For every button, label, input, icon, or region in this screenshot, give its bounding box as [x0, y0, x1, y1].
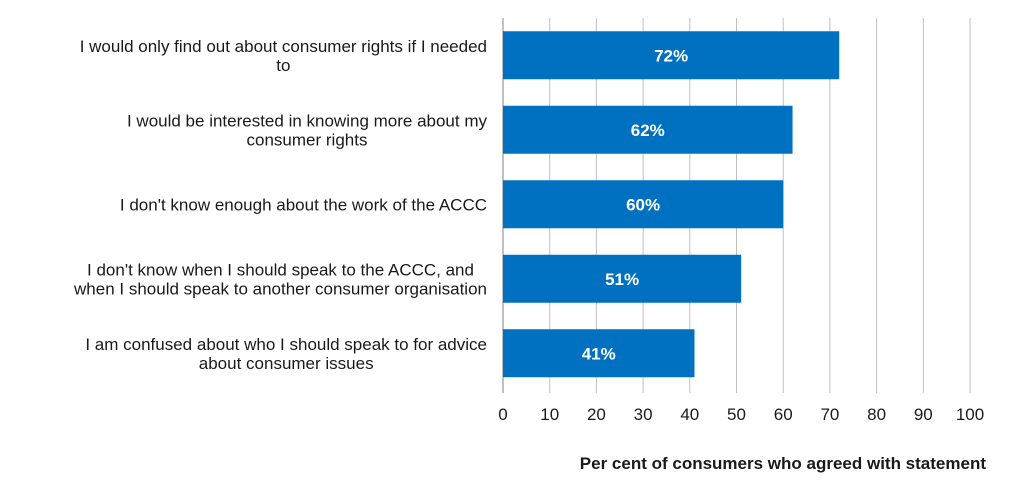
x-tick-label: 0: [498, 405, 507, 424]
category-label: I am confused about who I should speak t…: [85, 335, 487, 354]
x-tick-label: 60: [774, 405, 793, 424]
x-tick-label: 80: [867, 405, 886, 424]
bar-data-label: 41%: [582, 344, 616, 363]
bar: [503, 105, 793, 154]
category-label: I don't know when I should speak to the …: [87, 260, 474, 279]
x-tick-label: 70: [820, 405, 839, 424]
x-tick-label: 20: [587, 405, 606, 424]
bar: [503, 329, 695, 378]
category-labels: I would only find out about consumer rig…: [73, 37, 487, 373]
category-label: I would be interested in knowing more ab…: [127, 111, 488, 130]
x-tick-label: 90: [914, 405, 933, 424]
x-tick-labels: 0 10 20 30 40 50 60 70 80 90 100: [498, 405, 984, 424]
category-label: about consumer issues: [199, 354, 374, 373]
x-axis-title: Per cent of consumers who agreed with st…: [580, 454, 987, 473]
bar-data-label: 60%: [626, 195, 660, 214]
x-tick-label: 40: [680, 405, 699, 424]
bars: 72% 62% 60% 51% 41%: [503, 31, 840, 378]
x-tick-label: 10: [540, 405, 559, 424]
bar-data-label: 51%: [605, 270, 639, 289]
bar: [503, 31, 840, 80]
bar-data-label: 62%: [631, 121, 665, 140]
bar: [503, 254, 742, 303]
category-label: to: [276, 56, 290, 75]
x-tick-label: 100: [956, 405, 984, 424]
x-tick-label: 50: [727, 405, 746, 424]
category-label: consumer rights: [247, 130, 368, 149]
bar: [503, 180, 784, 229]
x-tick-label: 30: [634, 405, 653, 424]
category-label: when I should speak to another consumer …: [73, 279, 487, 298]
category-label: I would only find out about consumer rig…: [80, 37, 487, 56]
category-label: I don't know enough about the work of th…: [120, 195, 487, 214]
bar-data-label: 72%: [654, 46, 688, 65]
